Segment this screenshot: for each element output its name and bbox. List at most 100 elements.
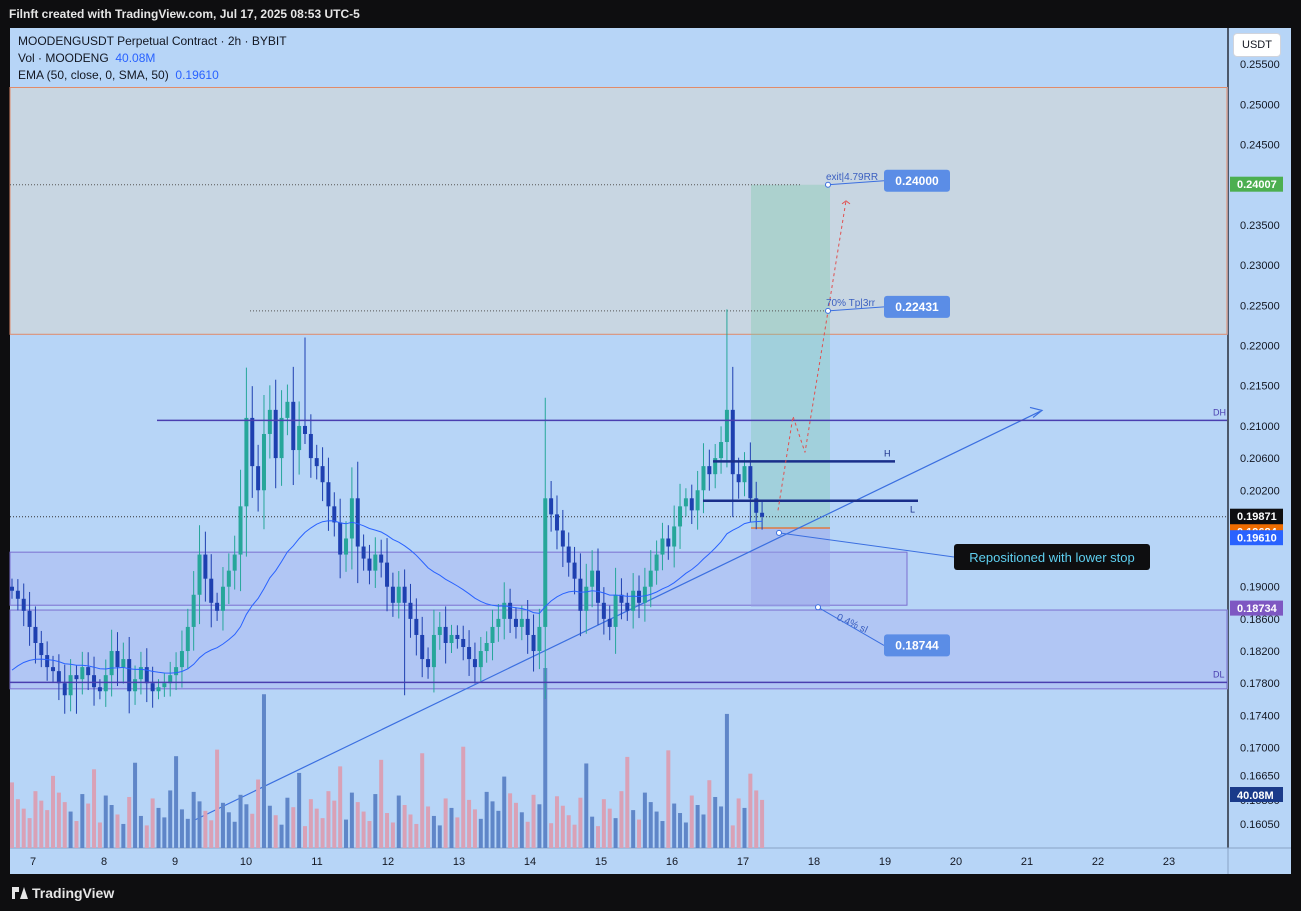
candle-body: [338, 522, 343, 555]
candle-body: [244, 417, 249, 507]
price-tick-label: 0.17400: [1240, 710, 1280, 722]
volume-bar: [162, 817, 167, 848]
candle-body: [174, 667, 179, 676]
price-label: 0.24007: [1237, 179, 1277, 191]
volume-bar: [660, 821, 665, 848]
level-label-dh: DH: [1213, 407, 1226, 417]
candle-body: [121, 659, 126, 668]
time-tick-label: 22: [1092, 856, 1104, 868]
volume-bar: [250, 813, 255, 848]
volume-bar: [525, 821, 530, 848]
volume-bar: [613, 818, 618, 848]
volume-bar: [678, 813, 683, 848]
volume-bar: [308, 799, 313, 848]
candle-body: [549, 498, 554, 515]
candle-body: [191, 594, 196, 627]
volume-bar: [355, 802, 360, 848]
volume-bar: [461, 746, 466, 848]
tp-target-value: 0.22431: [895, 300, 939, 314]
candle-body: [566, 546, 571, 563]
exit-target-connector: [827, 180, 885, 186]
supply-zone: [9, 86, 1228, 335]
candle-body: [648, 570, 653, 587]
volume-bar: [566, 815, 571, 848]
candle-body: [631, 590, 636, 611]
time-axis-background: [10, 848, 1291, 874]
volume-bar: [543, 668, 548, 848]
candle-body: [185, 626, 190, 652]
price-axis-background: [1229, 28, 1291, 848]
candle-body: [437, 626, 442, 635]
time-tick-label: 15: [595, 856, 607, 868]
time-tick-label: 8: [101, 856, 107, 868]
candle-body: [144, 667, 149, 684]
tradingview-logo[interactable]: TradingView: [12, 885, 114, 901]
volume-bar: [273, 815, 278, 848]
volume-label: Vol · MOODENG: [18, 51, 109, 65]
price-tick-label: 0.21500: [1240, 381, 1280, 393]
tp-target-anchor: [825, 307, 831, 314]
candle-body: [478, 651, 483, 668]
time-tick-label: 13: [453, 856, 465, 868]
candle-body: [654, 554, 659, 571]
candle-body: [297, 425, 302, 451]
candle-body: [713, 458, 718, 475]
candle-body: [625, 602, 630, 611]
volume-bar: [156, 807, 161, 848]
stop-loss-badge: [884, 634, 950, 657]
volume-bar: [707, 780, 712, 848]
volume-bar: [332, 800, 337, 848]
time-tick-label: 7: [30, 856, 36, 868]
symbol-line[interactable]: MOODENGUSDT Perpetual Contract · 2h · BY…: [18, 33, 287, 50]
candle-body: [742, 466, 747, 483]
tradingview-icon: [12, 887, 28, 899]
volume-bar: [220, 802, 225, 848]
candle-body: [560, 530, 565, 547]
volume-bar: [449, 807, 454, 848]
time-tick-label: 20: [950, 856, 962, 868]
candle-body: [21, 598, 26, 611]
volume-bar: [215, 749, 220, 848]
volume-bar: [472, 809, 477, 848]
price-label: 0.19610: [1237, 533, 1277, 545]
candle-body: [414, 618, 419, 635]
volume-bar: [508, 793, 513, 848]
ema-value: 0.19610: [175, 68, 219, 82]
candle-body: [385, 562, 390, 587]
volume-bar: [420, 753, 425, 848]
candle-body: [156, 687, 161, 692]
volume-bar: [314, 808, 319, 848]
candle-body: [519, 618, 524, 627]
volume-bar: [361, 811, 366, 848]
volume-bar: [267, 805, 272, 848]
time-tick-label: 12: [382, 856, 394, 868]
candle-body: [150, 683, 155, 692]
volume-bar: [279, 824, 284, 848]
volume-bar: [244, 804, 249, 848]
price-tick-label: 0.17800: [1240, 678, 1280, 690]
candle-body: [484, 643, 489, 652]
volume-bar: [666, 750, 671, 848]
candle-body: [238, 506, 243, 555]
candle-body: [86, 667, 91, 676]
volume-bar: [496, 810, 501, 848]
volume-bar: [437, 825, 442, 848]
profit-zone: [751, 184, 830, 529]
exit-target-anchor: [825, 181, 831, 188]
volume-line[interactable]: Vol · MOODENG 40.08M: [18, 50, 287, 67]
volume-bar: [513, 802, 518, 848]
volume-bar: [115, 814, 120, 848]
candle-body: [683, 498, 688, 507]
volume-bars: [10, 668, 765, 848]
candle-body: [203, 554, 208, 579]
currency-selector[interactable]: USDT: [1233, 33, 1281, 57]
demand-zone-upper: [9, 551, 908, 606]
volume-bar: [654, 811, 659, 848]
candle-body: [33, 626, 38, 643]
ema-label: EMA (50, close, 0, SMA, 50): [18, 68, 169, 82]
ema-line[interactable]: EMA (50, close, 0, SMA, 50) 0.19610: [18, 67, 287, 84]
volume-bar: [584, 763, 589, 848]
volume-bar: [683, 822, 688, 848]
price-label-box: [1230, 530, 1283, 546]
